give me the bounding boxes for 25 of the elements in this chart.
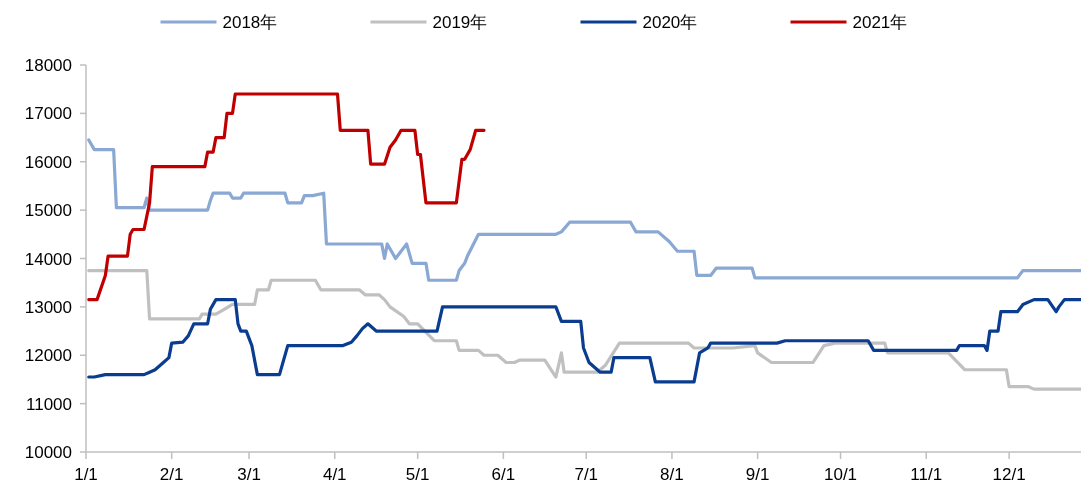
y-tick-label: 10000 (24, 443, 72, 462)
x-tick-label: 9/1 (745, 465, 770, 484)
y-tick-label: 15000 (24, 201, 72, 221)
y-tick-label: 16000 (24, 152, 72, 172)
legend-label: 2018年 (222, 13, 278, 32)
x-tick-label: 12/1 (992, 465, 1026, 484)
y-tick-label: 13000 (24, 297, 72, 317)
x-tick-label: 7/1 (574, 465, 599, 484)
y-tick-label: 14000 (24, 249, 72, 269)
x-tick-label: 6/1 (491, 465, 516, 484)
y-tick-label: 11000 (25, 394, 72, 414)
x-tick-label: 3/1 (237, 465, 261, 484)
x-tick-label: 4/1 (322, 465, 347, 484)
legend-label: 2021年 (852, 13, 908, 32)
y-tick-label: 17000 (24, 104, 72, 124)
y-tick-label: 18000 (24, 56, 72, 75)
x-tick-label: 1/1 (74, 465, 98, 484)
x-tick-label: 8/1 (660, 465, 684, 484)
y-tick-label: 12000 (24, 346, 72, 366)
x-tick-label: 11/1 (910, 465, 943, 484)
x-tick-label: 5/1 (405, 465, 430, 484)
legend-label: 2019年 (432, 13, 488, 32)
x-tick-label: 10/1 (823, 465, 858, 484)
x-tick-label: 2/1 (159, 465, 184, 484)
legend-label: 2020年 (642, 13, 698, 32)
